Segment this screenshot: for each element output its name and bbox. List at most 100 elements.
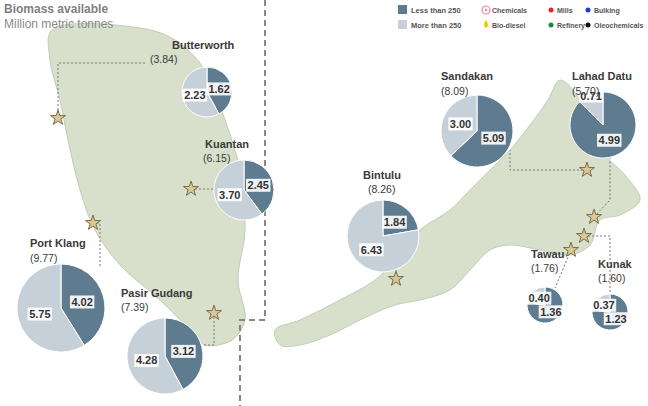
facility-legend-item: Bulking (586, 7, 620, 15)
pie-title: Lahad Datu (572, 70, 632, 82)
data-label-box (539, 305, 563, 318)
connector (594, 158, 610, 217)
pie-labels: 4.02 5.75 (28, 295, 95, 320)
location-star (388, 271, 403, 285)
facility-legend-item: Refinery (549, 22, 586, 30)
pie-texts: 1.622.23 Butterworth (3.84) 2.45 3.70 Kuantan… (28, 39, 633, 367)
data-label: 1.36 (540, 306, 561, 318)
pie (17, 264, 105, 352)
location-star (576, 228, 591, 242)
facility-dot (549, 23, 554, 28)
data-label: 0.37 (593, 299, 614, 311)
facility-label: Oleochemicals (594, 22, 644, 29)
map-chart: Biomass availableMillion metric tonnes Le… (0, 0, 648, 406)
data-label: 5.09 (483, 132, 504, 144)
pie-title: Port Klang (30, 237, 86, 249)
pie-subtitle: (7.39) (121, 301, 148, 313)
data-label: 3.12 (173, 345, 194, 357)
data-label-box (246, 179, 270, 192)
legend-swatch (398, 20, 407, 29)
pie-title: Kunak (598, 258, 633, 270)
pie-subtitle: (1.76) (531, 262, 558, 274)
map (48, 0, 640, 406)
data-label-box (481, 132, 505, 145)
data-label-box (183, 89, 207, 102)
pie-subtitle: (1.60) (598, 272, 625, 284)
data-label: 3.70 (219, 189, 240, 201)
facility-dot (586, 23, 591, 28)
data-label-box (134, 354, 158, 367)
data-label: 1.84 (384, 216, 406, 228)
legend-label: More than 250 (411, 21, 461, 30)
data-label: 4.99 (599, 134, 620, 146)
connector (510, 150, 587, 170)
facility-label: Bulking (594, 7, 620, 15)
facility-label: Chemicals (492, 7, 527, 14)
pie-title: Bintulu (363, 169, 401, 181)
data-label-box (382, 216, 406, 229)
pie-labels: 3.12 4.28 (134, 345, 195, 367)
data-label: 2.23 (184, 89, 205, 101)
pie-labels: 1.622.23 (183, 82, 232, 101)
pie-labels: 2.45 3.70 (218, 179, 271, 201)
facility-legend-item: Mills (549, 7, 573, 14)
data-label-box (207, 82, 231, 95)
pie (592, 294, 628, 330)
pie-title: Kuantan (205, 138, 249, 150)
data-label-box (28, 308, 52, 321)
pie-labels: 1.23 0.37 (592, 299, 628, 325)
facility-label: Mills (557, 7, 573, 14)
legend: Less than 250 More than 250 Chemicals Mills… (398, 5, 644, 30)
facility-icon (485, 9, 488, 12)
pie-title: Tawau (531, 248, 564, 260)
data-label: 5.75 (29, 308, 50, 320)
pie (441, 95, 513, 167)
facility-icon (484, 20, 488, 28)
legend-swatch (398, 5, 407, 14)
pies (17, 67, 636, 394)
pie-title: Butterworth (172, 39, 235, 51)
pie-slice (527, 287, 563, 323)
location-markers (50, 110, 601, 319)
data-label-box (527, 292, 551, 305)
facility-icon (482, 6, 490, 14)
title: Biomass available (4, 2, 108, 16)
pie-labels: 1.84 6.43 (359, 216, 407, 257)
location-star (586, 209, 601, 223)
data-label: 3.00 (450, 118, 471, 130)
data-label-box (218, 188, 242, 201)
location-star (50, 110, 65, 124)
location-star (206, 305, 221, 319)
pie-title: Sandakan (441, 70, 493, 82)
pie-labels: 5.09 3.00 (448, 117, 505, 144)
pie-subtitle: (6.15) (203, 152, 230, 164)
facility-legend-item: Bio-diesel (484, 20, 526, 29)
connector (93, 223, 100, 266)
pie (127, 318, 203, 394)
data-label-box (448, 117, 472, 130)
data-label-box (171, 345, 195, 358)
pie-subtitle: (5.70) (572, 85, 599, 97)
data-label: 4.02 (71, 296, 92, 308)
land-borneo (274, 80, 640, 347)
pie (214, 160, 274, 220)
legend-label: Less than 250 (411, 6, 461, 15)
pie-slice (441, 95, 477, 156)
pie (527, 287, 563, 323)
data-label: 2.45 (248, 179, 269, 191)
connectors (58, 63, 610, 345)
pie-slice (592, 294, 628, 330)
data-label: 1.23 (605, 313, 626, 325)
pie-title: Pasir Gudang (121, 287, 193, 299)
connector (58, 63, 146, 118)
pie-slice (347, 200, 419, 272)
pie-subtitle: (3.84) (150, 53, 177, 65)
facility-legend-item: Oleochemicals (586, 22, 644, 29)
subtitle: Million metric tonnes (4, 17, 113, 31)
location-star (579, 162, 594, 176)
data-label: 4.28 (136, 354, 157, 366)
data-label-box (359, 243, 383, 256)
pie (182, 67, 232, 117)
data-label: 6.43 (361, 244, 382, 256)
data-label-box (604, 312, 628, 325)
